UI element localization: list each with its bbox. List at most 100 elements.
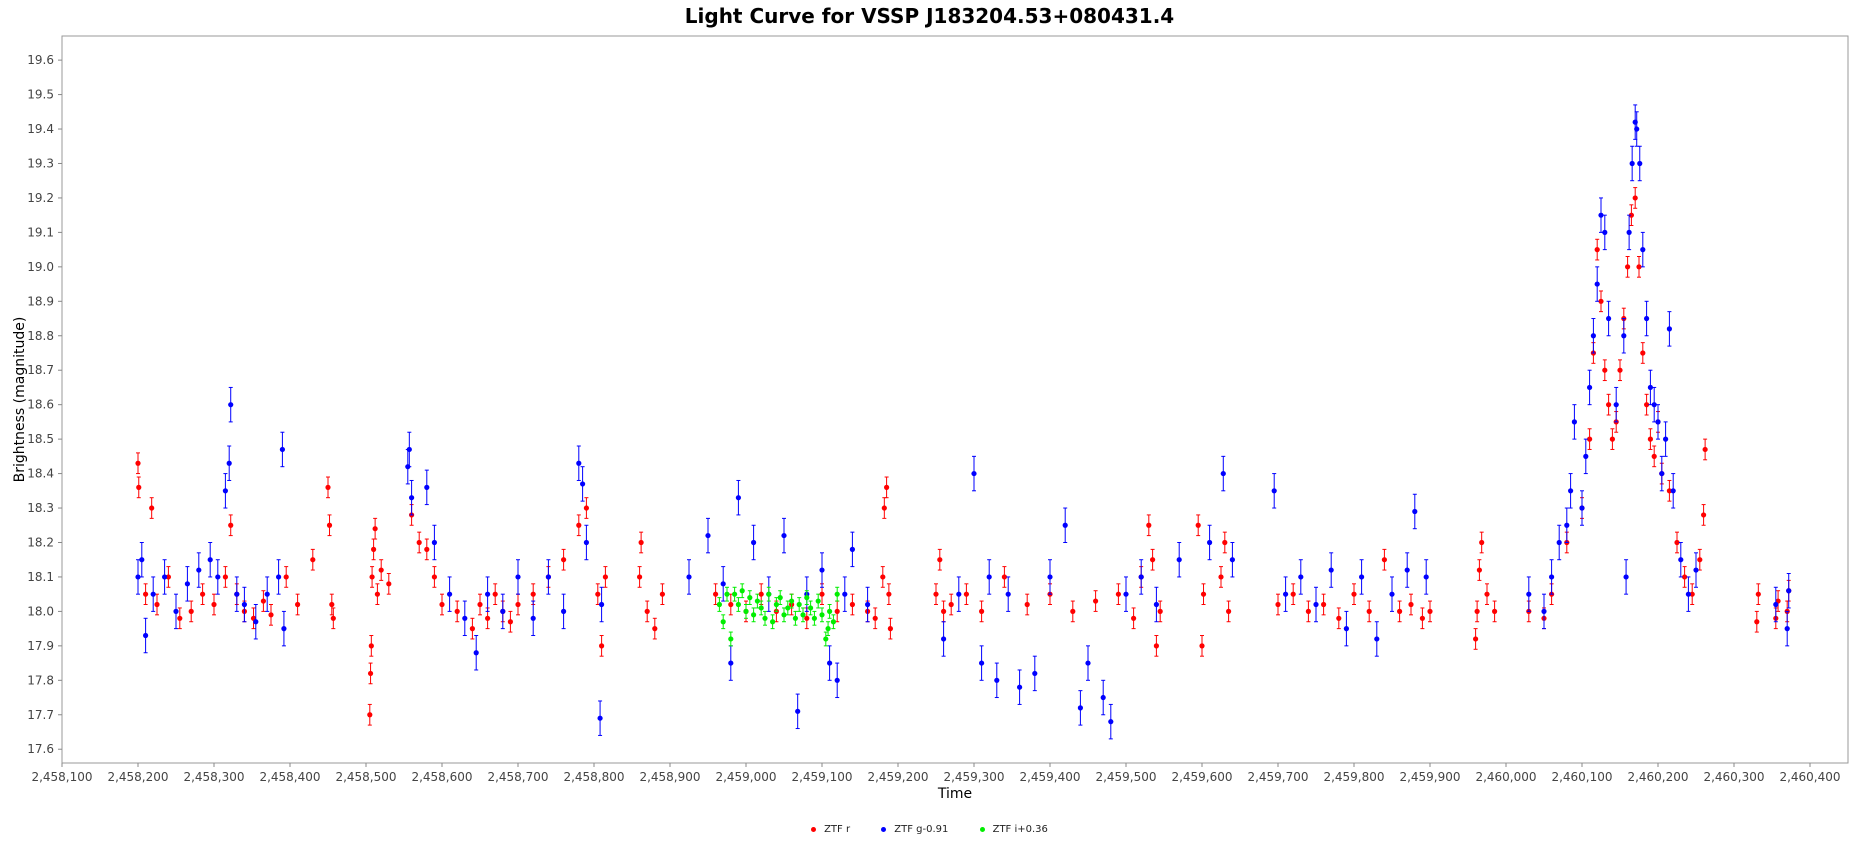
data-point bbox=[173, 608, 179, 614]
data-point bbox=[1541, 608, 1547, 614]
data-point bbox=[1701, 512, 1707, 518]
data-point bbox=[264, 591, 270, 597]
data-point bbox=[135, 460, 141, 466]
data-point bbox=[597, 715, 603, 721]
y-tick-label: 17.9 bbox=[27, 639, 54, 653]
legend-item-ztf-g: ZTF g-0.91 bbox=[881, 824, 948, 835]
x-tick-label: 2,458,700 bbox=[487, 770, 548, 784]
x-tick-label: 2,458,100 bbox=[31, 770, 92, 784]
data-point bbox=[154, 601, 160, 608]
data-point bbox=[150, 591, 156, 597]
data-point bbox=[485, 615, 491, 621]
data-point bbox=[200, 591, 206, 597]
data-point bbox=[253, 619, 259, 625]
data-point bbox=[770, 619, 776, 625]
data-point bbox=[1024, 601, 1030, 608]
data-point bbox=[561, 557, 567, 563]
data-point bbox=[1479, 539, 1485, 546]
data-point bbox=[1621, 333, 1627, 339]
data-point bbox=[1702, 446, 1708, 453]
x-tick-label: 2,459,100 bbox=[791, 770, 852, 784]
data-point bbox=[1651, 402, 1657, 408]
y-tick-label: 19.1 bbox=[27, 225, 54, 239]
data-point bbox=[1207, 539, 1213, 546]
data-point bbox=[1005, 591, 1011, 597]
data-point bbox=[1412, 508, 1418, 515]
data-point bbox=[1670, 488, 1676, 494]
series-2 bbox=[135, 104, 1792, 740]
data-point bbox=[580, 481, 586, 487]
data-point bbox=[1131, 615, 1137, 621]
data-point bbox=[1032, 670, 1038, 677]
y-tick-label: 18.2 bbox=[27, 535, 54, 549]
data-point bbox=[177, 615, 183, 621]
data-point bbox=[1587, 384, 1593, 391]
data-point bbox=[872, 615, 878, 621]
data-point bbox=[1313, 601, 1319, 608]
y-tick-label: 18.3 bbox=[27, 501, 54, 515]
data-point bbox=[372, 526, 378, 532]
y-tick-label: 19.3 bbox=[27, 156, 54, 170]
data-point bbox=[979, 660, 985, 666]
x-tick-label: 2,459,600 bbox=[1171, 770, 1232, 784]
y-tick-label: 18.0 bbox=[27, 604, 54, 618]
data-point bbox=[1678, 557, 1684, 563]
data-point bbox=[1321, 601, 1327, 608]
data-point bbox=[886, 591, 892, 597]
data-point bbox=[808, 605, 814, 611]
y-tick-label: 19.2 bbox=[27, 191, 54, 205]
data-point bbox=[561, 608, 567, 614]
legend-marker-green bbox=[979, 826, 985, 832]
data-point bbox=[222, 574, 228, 580]
data-point bbox=[659, 591, 666, 597]
data-point bbox=[1663, 436, 1669, 442]
data-point bbox=[211, 601, 217, 608]
data-point bbox=[705, 532, 711, 539]
data-point bbox=[1427, 608, 1433, 614]
data-point bbox=[507, 619, 513, 625]
data-point bbox=[143, 591, 149, 597]
data-point bbox=[599, 643, 605, 649]
data-point bbox=[686, 574, 692, 580]
data-point bbox=[462, 615, 468, 621]
data-point bbox=[1271, 488, 1277, 494]
data-point bbox=[724, 591, 730, 597]
data-point bbox=[1594, 281, 1600, 287]
data-point bbox=[599, 601, 605, 608]
data-point bbox=[1298, 574, 1304, 580]
legend-item-ztf-i: ZTF i+0.36 bbox=[979, 824, 1048, 835]
data-point bbox=[937, 557, 943, 563]
data-point bbox=[1138, 574, 1144, 580]
data-point bbox=[800, 612, 806, 618]
legend-label: ZTF g-0.91 bbox=[894, 824, 949, 835]
y-tick-label: 17.7 bbox=[27, 708, 54, 722]
data-point bbox=[819, 591, 825, 597]
data-point bbox=[1651, 453, 1657, 459]
data-point bbox=[773, 601, 780, 608]
data-point bbox=[795, 708, 801, 714]
data-point bbox=[1623, 574, 1629, 580]
data-point bbox=[234, 591, 240, 597]
data-point bbox=[371, 546, 377, 552]
data-point bbox=[815, 598, 821, 604]
data-series bbox=[135, 104, 1792, 740]
data-point bbox=[1626, 229, 1632, 235]
data-point bbox=[1629, 160, 1635, 167]
data-point bbox=[1755, 591, 1761, 597]
data-point bbox=[652, 626, 658, 632]
x-tick-label: 2,458,300 bbox=[183, 770, 244, 784]
data-point bbox=[1609, 436, 1615, 442]
data-point bbox=[406, 446, 412, 453]
y-tick-label: 18.9 bbox=[27, 294, 54, 308]
x-tick-label: 2,460,100 bbox=[1551, 770, 1612, 784]
data-point bbox=[416, 539, 422, 546]
legend-label: ZTF r bbox=[824, 824, 851, 835]
data-point bbox=[1199, 643, 1205, 649]
data-point bbox=[268, 612, 274, 618]
data-point bbox=[409, 495, 415, 501]
data-point bbox=[447, 591, 453, 597]
data-point bbox=[1606, 402, 1612, 408]
data-point bbox=[785, 605, 791, 611]
data-point bbox=[454, 608, 460, 614]
